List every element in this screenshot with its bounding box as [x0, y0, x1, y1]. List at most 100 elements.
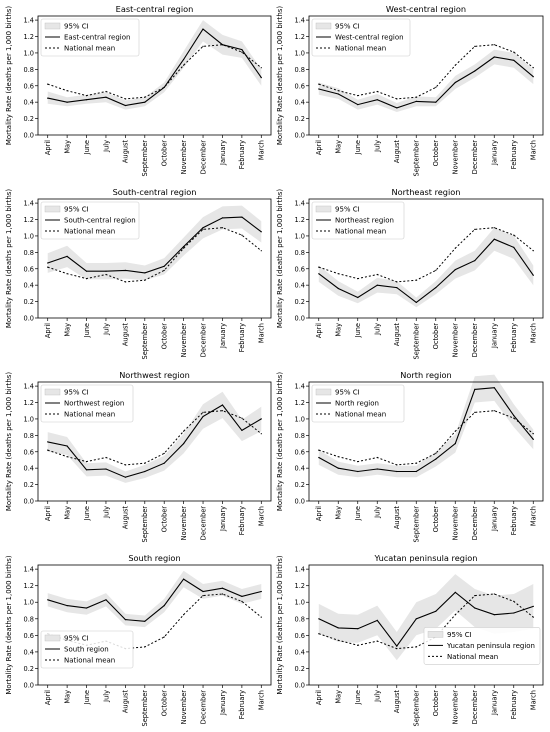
y-tick-label: 1.0	[24, 49, 35, 57]
national-mean-point	[474, 45, 476, 48]
national-mean-point	[357, 278, 359, 280]
ci-band	[47, 205, 262, 281]
x-tick-label: August	[393, 323, 401, 346]
x-tick-label: January	[491, 323, 499, 349]
national-mean-point	[337, 456, 339, 458]
region-line	[47, 404, 262, 478]
x-tick-label: December	[199, 690, 207, 724]
legend: 95% CI North region National mean	[311, 384, 405, 423]
region-point	[105, 599, 107, 601]
national-mean-point	[241, 234, 243, 236]
x-tick-label: April	[315, 690, 323, 705]
national-mean-point	[221, 593, 224, 595]
y-tick-label: 0.6	[295, 448, 306, 456]
region-point	[396, 470, 398, 473]
national-mean-line	[47, 410, 262, 466]
national-mean-point	[163, 86, 165, 88]
legend-label: East-central region	[64, 34, 130, 42]
national-mean-point	[221, 410, 224, 412]
y-tick-label: 0.0	[24, 682, 35, 690]
national-mean-point	[435, 452, 437, 454]
national-mean-point	[493, 227, 495, 229]
legend-label: 95% CI	[64, 635, 89, 643]
x-tick-label: January	[219, 323, 227, 349]
national-mean-point	[532, 616, 534, 618]
region-point	[124, 476, 126, 478]
national-mean-point	[85, 95, 88, 97]
axes-frame	[308, 381, 544, 502]
region-point	[532, 274, 534, 276]
x-tick-label: December	[471, 506, 479, 540]
x-tick-label: November	[452, 323, 460, 358]
legend: 95% CI West-central region National mean	[311, 18, 411, 57]
y-tick-label: 0.0	[24, 315, 35, 323]
y-tick-label: 0.4	[295, 99, 306, 107]
ci-band	[47, 570, 262, 628]
legend: 95% CI South region National mean	[40, 630, 134, 669]
y-tick-label: 0.2	[24, 115, 35, 123]
x-tick-label: February	[510, 690, 518, 719]
x-tick-label: October	[161, 140, 169, 167]
chart-title: South-central region	[113, 187, 197, 197]
national-mean-point	[85, 461, 88, 463]
region-point	[124, 269, 126, 271]
y-tick-label: 1.4	[295, 17, 306, 25]
y-tick-label: 1.0	[295, 599, 306, 607]
legend-ci-swatch	[44, 22, 61, 30]
x-tick-label: July	[102, 140, 110, 153]
x-tick-label: July	[374, 323, 382, 336]
x-tick-label: January	[491, 140, 499, 166]
y-tick-label: 1.0	[295, 232, 306, 240]
region-point	[85, 469, 88, 471]
y-tick-label: 0.4	[24, 465, 35, 473]
x-tick-label: August	[393, 506, 401, 529]
region-point	[532, 76, 534, 78]
y-tick-label: 1.2	[295, 399, 306, 407]
national-mean-point	[396, 464, 398, 466]
region-point	[47, 441, 49, 443]
region-point	[396, 107, 398, 109]
region-point	[474, 70, 476, 72]
national-mean-point	[144, 646, 146, 648]
legend-ci-swatch	[44, 388, 61, 396]
national-mean-point	[47, 83, 49, 85]
national-mean-point	[163, 636, 165, 638]
region-point	[474, 607, 476, 609]
x-tick-label: January	[491, 690, 499, 716]
y-tick-label: 0.6	[24, 632, 35, 640]
region-point	[415, 470, 417, 473]
x-tick-label: June	[354, 506, 362, 521]
subplot-3: South-central region Mortality Rate (deat…	[5, 187, 272, 359]
y-axis-label: Mortality Rate (deaths per 1,000 births)	[276, 6, 284, 146]
legend-label: North region	[335, 400, 379, 408]
y-tick-label: 0.0	[295, 498, 306, 506]
x-tick-label: June	[83, 323, 91, 338]
region-point	[396, 645, 398, 647]
national-mean-point	[474, 228, 476, 230]
x-tick-label: August	[393, 690, 401, 713]
x-tick-label: April	[44, 506, 52, 521]
legend-label: National mean	[447, 653, 498, 661]
national-mean-point	[183, 247, 185, 249]
region-point	[144, 470, 146, 473]
region-point	[85, 270, 88, 272]
y-tick-label: 0.0	[295, 315, 306, 323]
y-tick-label: 0.6	[24, 82, 35, 90]
region-point	[435, 287, 437, 289]
region-point	[435, 610, 437, 612]
x-tick-label: August	[393, 140, 401, 163]
x-tick-label: February	[510, 140, 518, 169]
x-tick-label: November	[180, 323, 188, 358]
national-mean-line	[318, 44, 534, 100]
region-point	[202, 227, 204, 229]
x-tick-label: August	[122, 506, 130, 529]
x-tick-label: December	[471, 140, 479, 174]
y-tick-label: 1.4	[295, 383, 306, 391]
region-point	[493, 614, 495, 616]
region-point	[221, 587, 224, 589]
x-tick-label: February	[238, 323, 246, 352]
x-tick-label: April	[44, 323, 52, 338]
national-mean-point	[454, 64, 456, 66]
x-tick-label: August	[122, 140, 130, 163]
national-mean-point	[435, 86, 437, 88]
